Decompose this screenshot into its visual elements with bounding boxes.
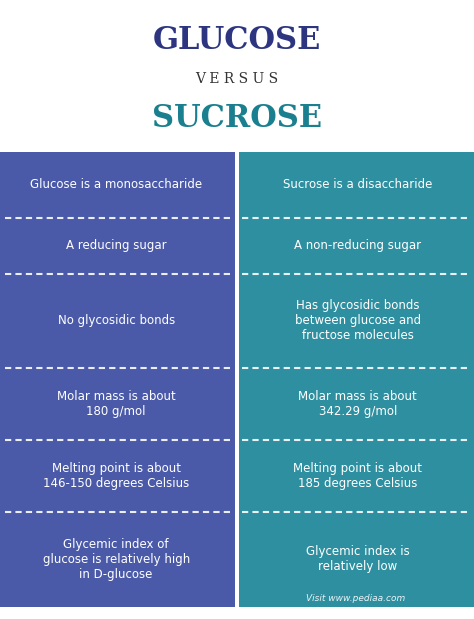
Text: Visit www.pediaa.com: Visit www.pediaa.com bbox=[306, 594, 405, 603]
Text: A reducing sugar: A reducing sugar bbox=[66, 240, 166, 253]
Text: Molar mass is about
342.29 g/mol: Molar mass is about 342.29 g/mol bbox=[299, 390, 417, 418]
Text: No glycosidic bonds: No glycosidic bonds bbox=[57, 314, 175, 327]
Text: Sucrose is a disaccharide: Sucrose is a disaccharide bbox=[283, 178, 433, 191]
Text: SUCROSE: SUCROSE bbox=[152, 103, 322, 134]
Text: V E R S U S: V E R S U S bbox=[195, 72, 279, 86]
FancyBboxPatch shape bbox=[239, 152, 474, 607]
Text: Has glycosidic bonds
between glucose and
fructose molecules: Has glycosidic bonds between glucose and… bbox=[295, 300, 421, 342]
Text: Melting point is about
146-150 degrees Celsius: Melting point is about 146-150 degrees C… bbox=[43, 462, 189, 490]
FancyBboxPatch shape bbox=[0, 152, 235, 607]
Text: A non-reducing sugar: A non-reducing sugar bbox=[294, 240, 421, 253]
Text: Melting point is about
185 degrees Celsius: Melting point is about 185 degrees Celsi… bbox=[293, 462, 422, 490]
Text: Glucose is a monosaccharide: Glucose is a monosaccharide bbox=[30, 178, 202, 191]
Text: Glycemic index of
glucose is relatively high
in D-glucose: Glycemic index of glucose is relatively … bbox=[43, 538, 190, 581]
Text: Molar mass is about
180 g/mol: Molar mass is about 180 g/mol bbox=[57, 390, 175, 418]
Text: GLUCOSE: GLUCOSE bbox=[153, 25, 321, 56]
Text: Glycemic index is
relatively low: Glycemic index is relatively low bbox=[306, 545, 410, 573]
